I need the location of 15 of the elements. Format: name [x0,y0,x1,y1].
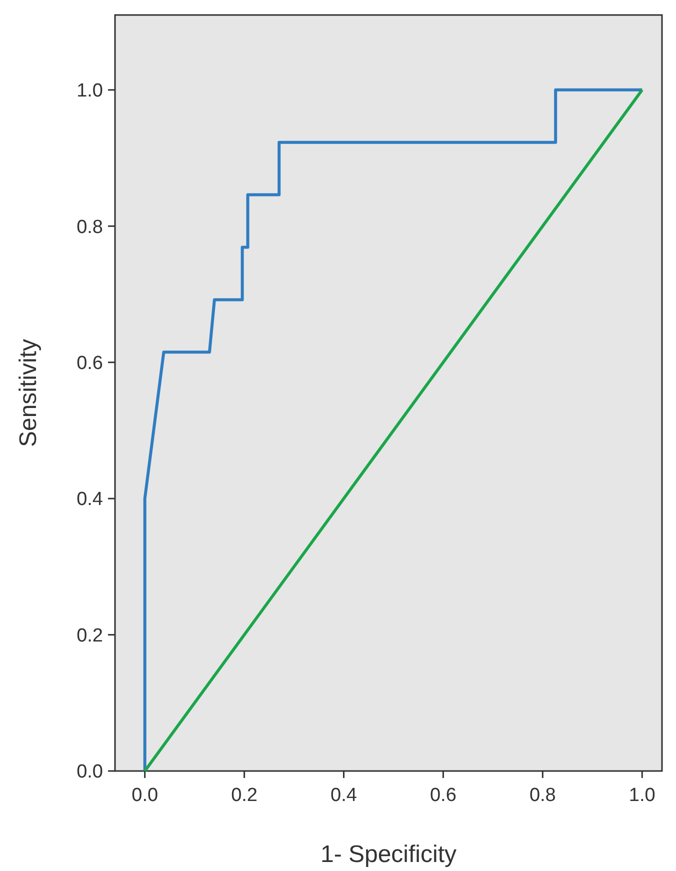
x-tick-label: 0.0 [132,785,158,806]
x-tick-label: 0.4 [330,785,358,806]
line-series [143,88,644,772]
y-tick-label: 0.8 [76,216,103,238]
x-tick-label: 0.6 [430,785,456,806]
y-tick-label: 0.4 [76,489,104,510]
x-tick-label: 0.2 [231,785,258,806]
y-axis-title: Sensitivity [15,338,42,448]
y-tick-label: 0.6 [76,353,103,374]
y-tick-label: 1.0 [76,80,103,102]
x-tick-label: 1.0 [628,785,656,806]
x-axis-title: 1- Specificity [320,841,457,868]
x-tick-label: 0.8 [529,785,556,806]
y-tick-label: 0.0 [76,762,103,783]
y-tick-label: 0.2 [76,625,103,646]
